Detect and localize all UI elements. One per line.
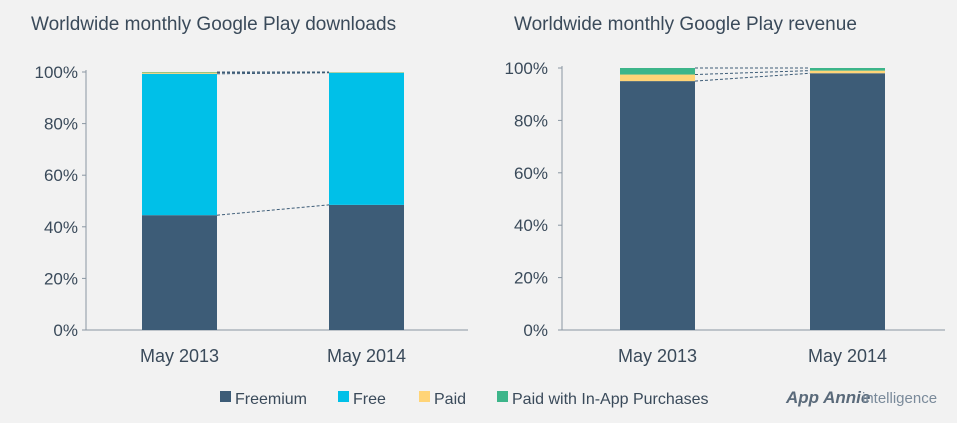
bar-segment <box>142 73 217 216</box>
bar-segment <box>620 74 695 82</box>
legend: Freemium Free Paid Paid with In-App Purchas… <box>220 391 709 408</box>
revenue-plot: 0% 20% 40% 60% 80% 100% May 2013 May 2014 <box>505 59 945 366</box>
y-tick-label: 0% <box>523 321 548 340</box>
y-tick-label: 80% <box>44 115 78 134</box>
connector-line <box>216 204 330 216</box>
y-tick-label: 20% <box>514 269 548 288</box>
brand-name: App Annie <box>785 388 870 407</box>
y-tick-label: 0% <box>53 321 78 340</box>
y-tick-label: 60% <box>44 166 78 185</box>
x-category-label: May 2013 <box>140 346 219 366</box>
bar-segment <box>142 72 217 74</box>
legend-item: Paid <box>419 391 466 408</box>
legend-swatch <box>338 391 349 402</box>
legend-item: Paid with In-App Purchases <box>497 391 709 408</box>
y-tick-label: 100% <box>35 63 78 82</box>
brand-suffix: intelligence <box>862 390 937 407</box>
chart-title-downloads: Worldwide monthly Google Play downloads <box>31 14 396 35</box>
y-tick-label: 100% <box>505 59 548 78</box>
legend-label: Freemium <box>235 391 307 408</box>
legend-swatch <box>497 391 508 402</box>
legend-item: Free <box>338 391 386 408</box>
y-tick-label: 60% <box>514 164 548 183</box>
legend-label: Free <box>353 391 386 408</box>
bar-segment <box>329 204 404 330</box>
legend-item: Freemium <box>220 391 307 408</box>
bar-segment <box>810 70 885 74</box>
legend-label: Paid <box>434 391 466 408</box>
bar-segment <box>329 72 404 73</box>
bar-segment <box>620 68 695 75</box>
bar-segment <box>620 81 695 330</box>
legend-swatch <box>419 391 430 402</box>
connector-line <box>694 72 811 82</box>
x-category-label: May 2014 <box>327 346 406 366</box>
downloads-plot: 0% 20% 40% 60% 80% 100% May 2013 May 2014 <box>35 63 468 366</box>
bar-segment <box>142 72 217 73</box>
x-category-label: May 2014 <box>808 346 887 366</box>
bar-segment <box>142 215 217 330</box>
y-tick-label: 20% <box>44 269 78 288</box>
connector-line <box>694 70 811 76</box>
bar-segment <box>810 68 885 71</box>
legend-swatch <box>220 391 231 402</box>
y-tick-label: 40% <box>514 216 548 235</box>
legend-label: Paid with In-App Purchases <box>512 391 709 408</box>
bar-segment <box>329 72 404 205</box>
bar-segment <box>810 73 885 331</box>
y-tick-label: 80% <box>514 111 548 130</box>
app-annie-logo: App Annie intelligence <box>785 388 937 407</box>
chart-title-revenue: Worldwide monthly Google Play revenue <box>514 14 857 35</box>
x-category-label: May 2013 <box>618 346 697 366</box>
connector-line <box>216 72 330 75</box>
y-tick-label: 40% <box>44 218 78 237</box>
